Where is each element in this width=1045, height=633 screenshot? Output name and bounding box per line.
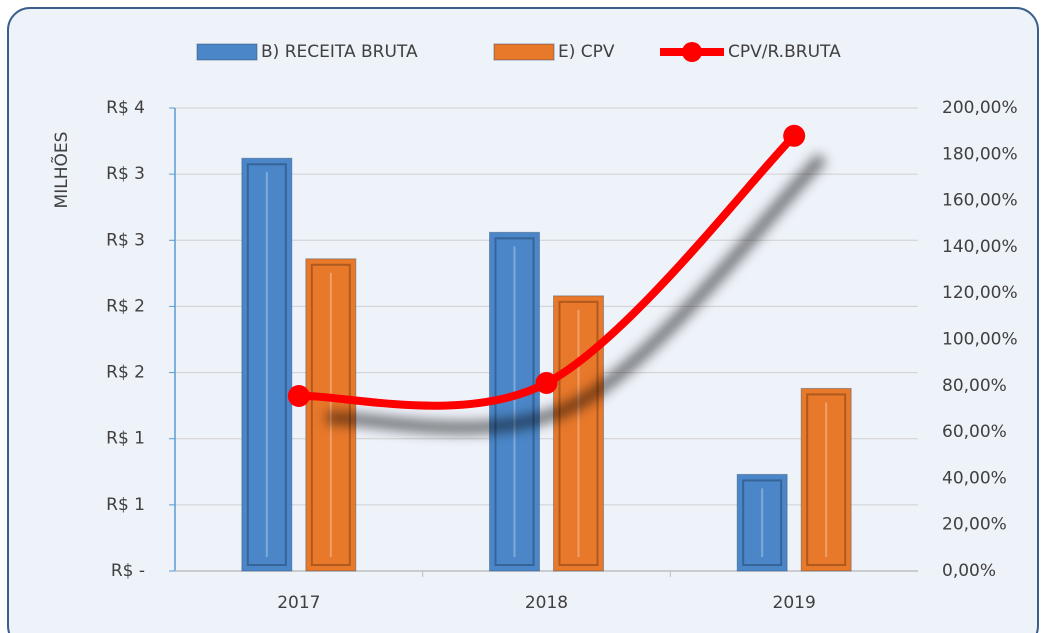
- line-shadow: [326, 153, 827, 434]
- y-tick-label: R$ 2: [106, 363, 145, 383]
- y2-tick-label: 200,00%: [942, 98, 1018, 118]
- bar-bevel: [558, 300, 599, 566]
- y-tick-label: R$ 3: [106, 230, 145, 250]
- line-marker: [535, 372, 558, 395]
- y2-tick-label: 180,00%: [942, 144, 1018, 164]
- line-marker: [783, 124, 806, 147]
- y-tick-label: R$ 1: [106, 495, 145, 515]
- y2-tick-label: 20,00%: [942, 515, 1007, 535]
- legend-label: E) CPV: [558, 42, 615, 62]
- legend-swatch: [196, 43, 258, 61]
- y2-tick-label: 80,00%: [942, 376, 1007, 396]
- y2-tick-label: 60,00%: [942, 422, 1007, 442]
- x-tick-label: 2019: [773, 593, 816, 613]
- line-marker: [287, 384, 310, 407]
- y-tick-label: R$ -: [111, 561, 145, 581]
- y2-tick-label: 0,00%: [942, 561, 996, 581]
- legend-label: CPV/R.BRUTA: [728, 42, 841, 62]
- y2-tick-label: 120,00%: [942, 283, 1018, 303]
- bar-bevel: [246, 163, 287, 566]
- bar: [736, 473, 788, 572]
- y-tick-label: R$ 2: [106, 296, 145, 316]
- legend-swatch: [493, 43, 555, 61]
- y-tick-label: R$ 3: [106, 164, 145, 184]
- y2-tick-label: 40,00%: [942, 468, 1007, 488]
- y2-tick-label: 100,00%: [942, 330, 1018, 350]
- y-tick-label: R$ 4: [106, 98, 145, 118]
- y-tick-label: R$ 1: [106, 429, 145, 449]
- bar: [800, 387, 852, 572]
- bar-bevel: [742, 479, 783, 566]
- bar-bevel: [806, 393, 847, 566]
- y2-tick-label: 160,00%: [942, 191, 1018, 211]
- x-tick-label: 2017: [277, 593, 320, 613]
- bar: [241, 157, 293, 572]
- y2-tick-label: 140,00%: [942, 237, 1018, 257]
- legend-label: B) RECEITA BRUTA: [261, 42, 418, 62]
- x-tick-label: 2018: [525, 593, 568, 613]
- bar: [553, 295, 604, 572]
- y-axis-label: MILHÕES: [50, 132, 72, 209]
- legend-swatch: [682, 42, 702, 62]
